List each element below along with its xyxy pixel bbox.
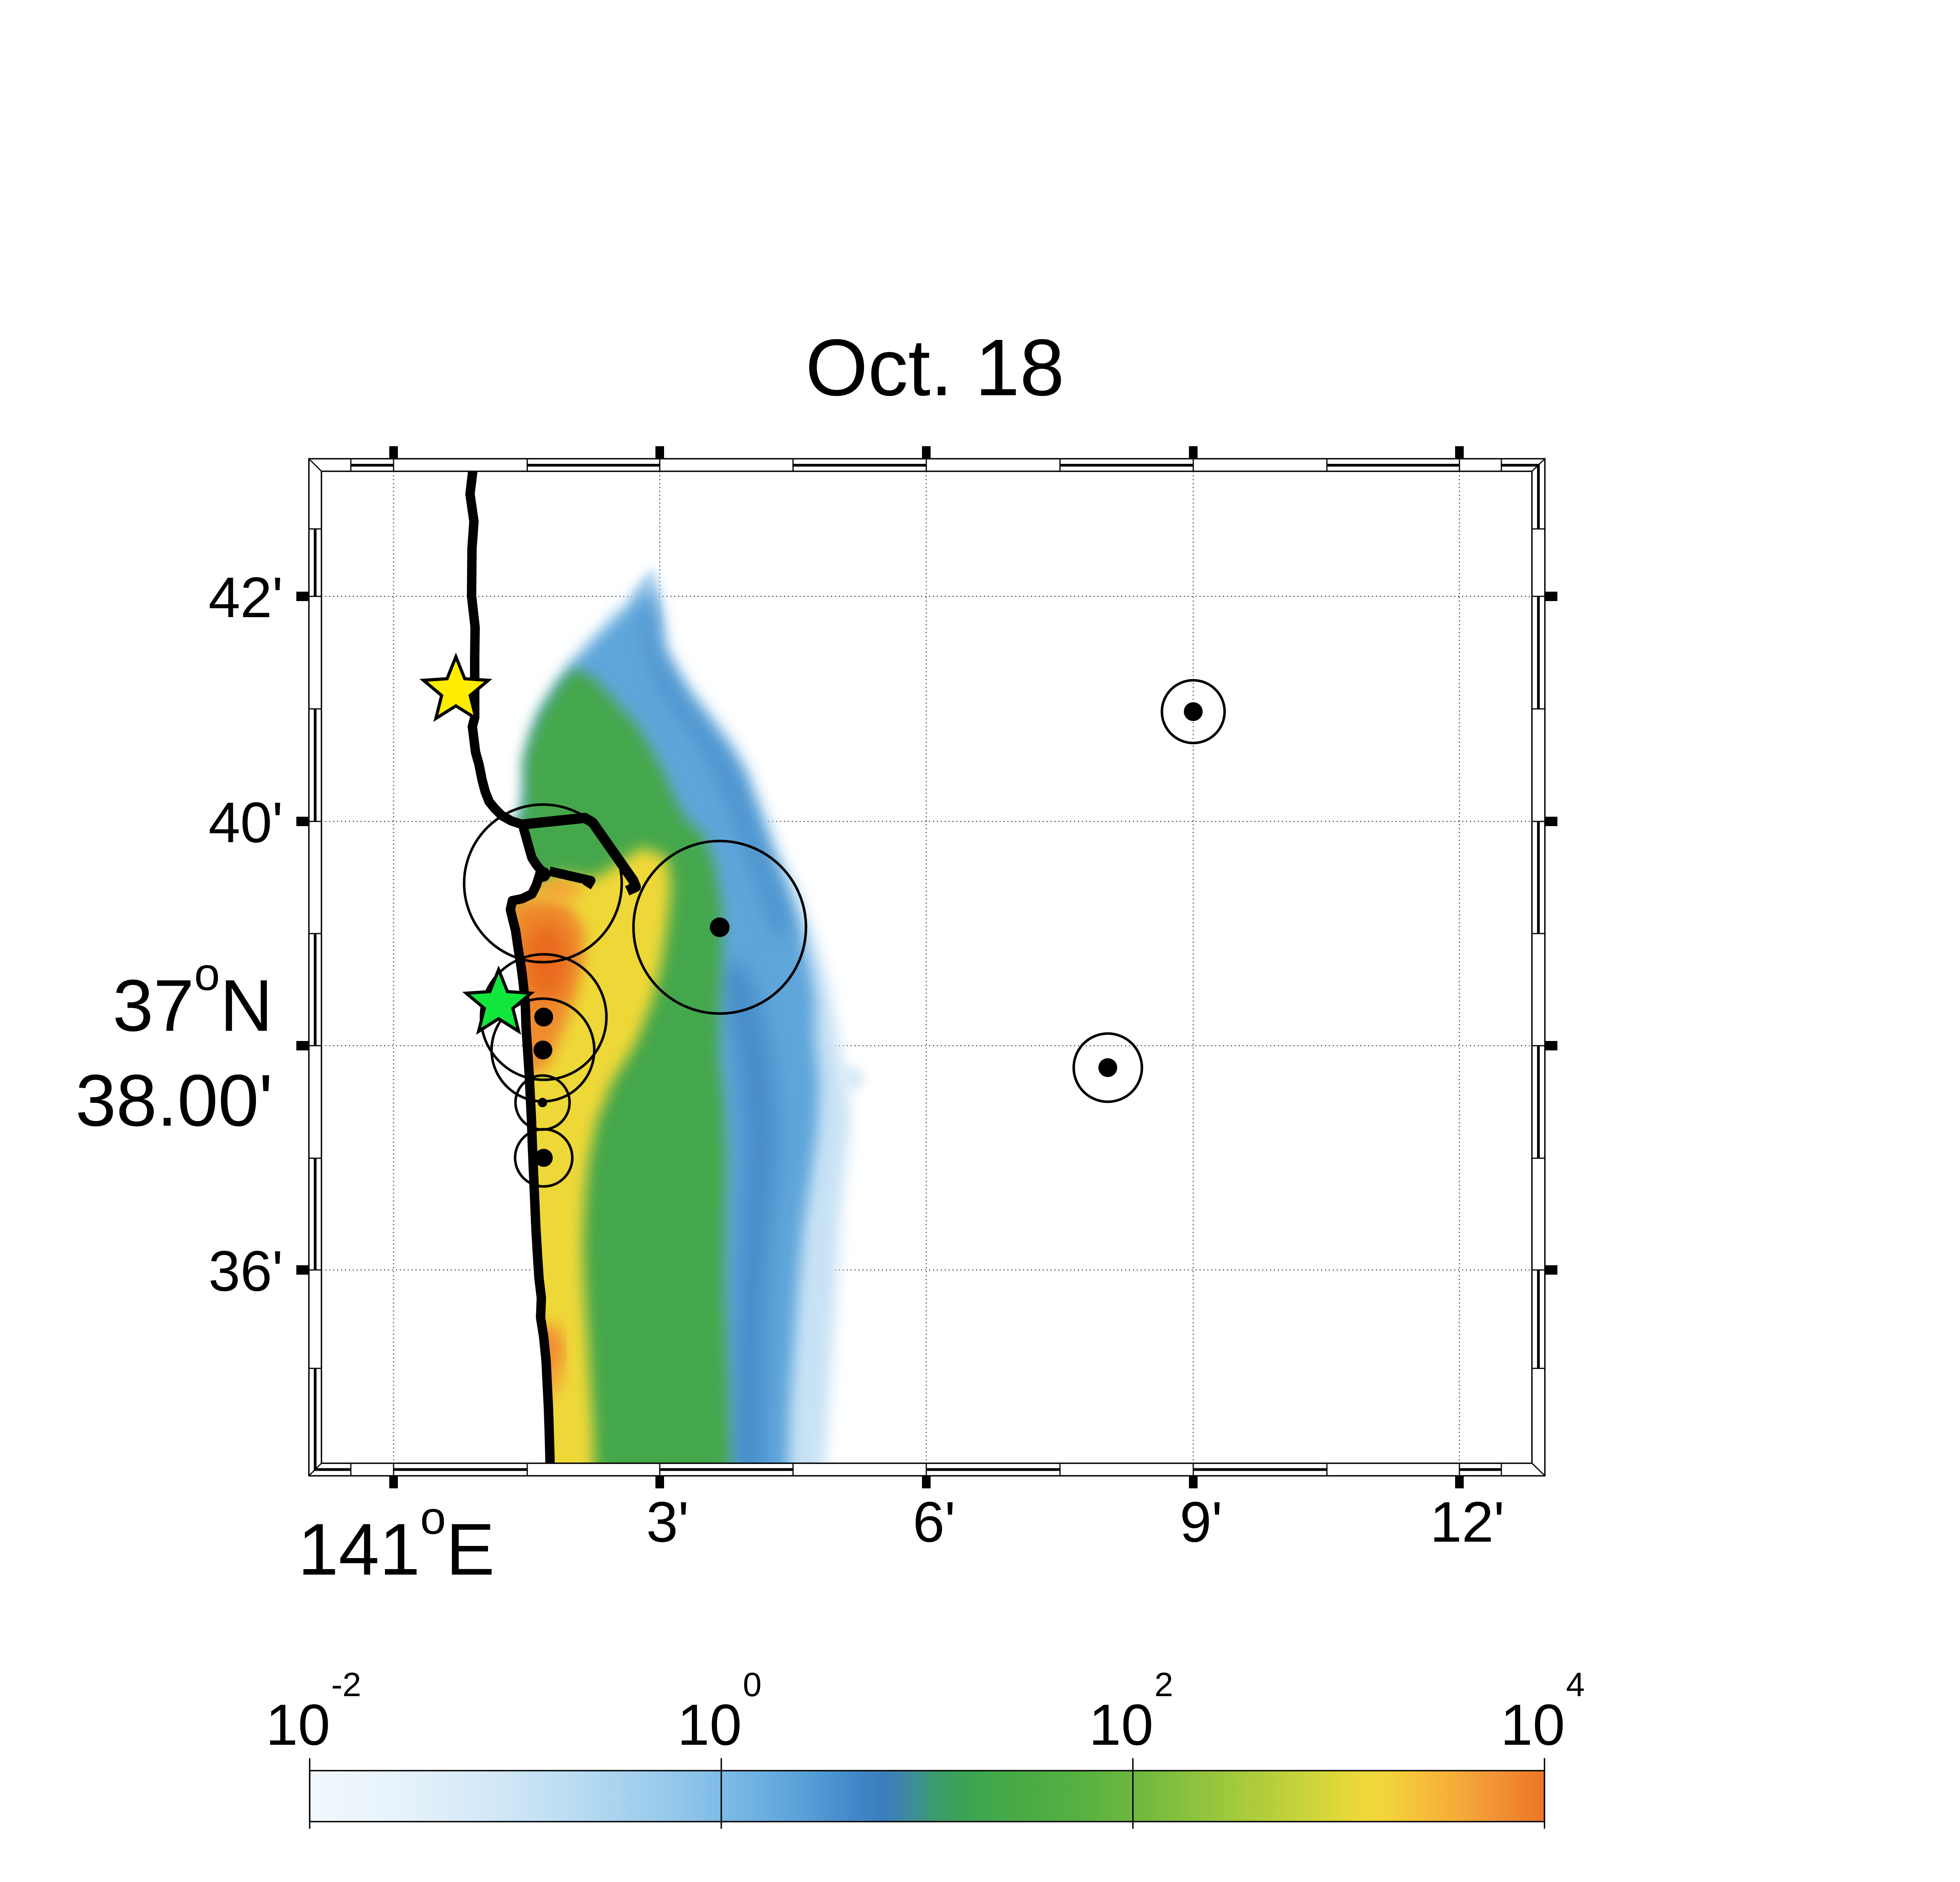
svg-text:4: 4 [1566,1666,1585,1704]
svg-text:141oE: 141oE [298,1492,495,1590]
svg-text:42': 42' [209,565,283,629]
svg-text:10: 10 [1501,1693,1565,1757]
svg-text:37oN: 37oN [113,948,273,1046]
svg-text:10: 10 [677,1693,742,1757]
svg-text:-2: -2 [331,1666,361,1704]
svg-text:38.00': 38.00' [75,1059,273,1141]
svg-text:0: 0 [743,1666,762,1704]
svg-text:40': 40' [209,790,283,854]
svg-text:12': 12' [1430,1490,1504,1554]
svg-text:10: 10 [266,1693,330,1757]
svg-text:10: 10 [1089,1693,1154,1757]
svg-text:6': 6' [913,1490,955,1554]
svg-text:2: 2 [1154,1666,1173,1704]
svg-text:Oct. 18: Oct. 18 [806,323,1065,412]
svg-text:3': 3' [646,1490,689,1554]
svg-text:9': 9' [1180,1490,1222,1554]
svg-text:36': 36' [209,1239,283,1303]
